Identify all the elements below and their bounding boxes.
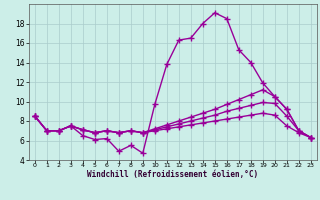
X-axis label: Windchill (Refroidissement éolien,°C): Windchill (Refroidissement éolien,°C): [87, 170, 258, 179]
